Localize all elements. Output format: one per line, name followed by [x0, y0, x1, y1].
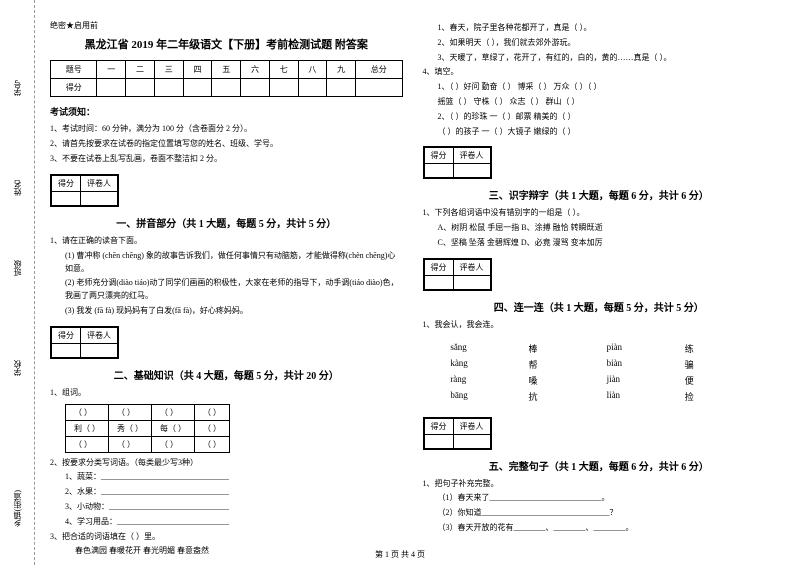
q-item: （1）春天来了____________________________。	[423, 492, 776, 505]
match-row: ràng嗓jiàn便	[443, 374, 756, 387]
q-item: （3）春天开放的花有________、________、________。	[423, 522, 776, 535]
td: 得分	[51, 79, 97, 97]
match-row: bāng抗liàn捡	[443, 390, 756, 403]
box-h: 得分	[52, 176, 81, 192]
box-h: 评卷人	[453, 148, 490, 164]
q-line: (3) 我发 (fā fà) 现妈妈有了白发(fā fà)，好心疼妈妈。	[50, 305, 403, 318]
q-item: 1、蔬菜：________________________________	[50, 471, 403, 484]
notice-item: 3、不要在试卷上乱写乱画，卷面不整洁扣 2 分。	[50, 153, 403, 165]
q-text: 1、我会认，我会连。	[423, 319, 776, 332]
th: 七	[269, 61, 298, 79]
sidebar-label: 乡镇(街道)	[12, 490, 23, 527]
word-table: （ ）（ ）（ ）（ ） 利（ ）秀（ ）每（ ）（ ） （ ）（ ）（ ）（ …	[65, 404, 230, 453]
binding-sidebar: 乡镇(街道) 学校 班级 姓名 学号	[0, 0, 35, 565]
left-column: 绝密★启用前 黑龙江省 2019 年二年级语文【下册】考前检测试题 附答案 题号…	[40, 20, 413, 535]
section-title: 三、识字辩字（共 1 大题，每题 6 分，共计 6 分）	[423, 187, 776, 202]
th: 三	[154, 61, 183, 79]
sidebar-label: 班级	[12, 260, 23, 276]
th: 九	[327, 61, 356, 79]
section-title: 一、拼音部分（共 1 大题，每题 5 分，共计 5 分）	[50, 215, 403, 230]
secret-label: 绝密★启用前	[50, 20, 403, 31]
box-h: 评卷人	[453, 418, 490, 434]
th: 一	[97, 61, 126, 79]
q-item: 3、天暖了，草绿了，花开了，有红的，白的，黄的……真是（ ）。	[423, 52, 776, 65]
box-h: 评卷人	[81, 327, 118, 343]
page-content: 绝密★启用前 黑龙江省 2019 年二年级语文【下册】考前检测试题 附答案 题号…	[0, 0, 800, 540]
score-box: 得分评卷人	[50, 174, 119, 207]
th: 六	[241, 61, 270, 79]
box-h: 得分	[424, 259, 453, 275]
q-text: 4、填空。	[423, 66, 776, 79]
q-item: 2、如果明天（ ），我们就去郊外游玩。	[423, 37, 776, 50]
q-line: (2) 老师充分调(diào tiáo)动了同学们画画的积极性，大家在老师的指导…	[50, 277, 403, 303]
th: 题号	[51, 61, 97, 79]
q-text: 3、把合适的词语填在（ ）里。	[50, 531, 403, 544]
q-text: 1、请在正确的读音下面。	[50, 235, 403, 248]
th: 总分	[356, 61, 402, 79]
th: 八	[298, 61, 327, 79]
section-title: 四、连一连（共 1 大题，每题 5 分，共计 5 分）	[423, 299, 776, 314]
notice-item: 1、考试时间：60 分钟，满分为 100 分（含卷面分 2 分）。	[50, 123, 403, 135]
q-line: 2、（ ）的珍珠 一（ ）邮票 精美的（ ）	[423, 111, 776, 124]
box-h: 得分	[424, 148, 453, 164]
page-footer: 第 1 页 共 4 页	[0, 549, 800, 560]
score-box: 得分评卷人	[423, 146, 492, 179]
match-row: sǎng棒piàn练	[443, 342, 756, 355]
th: 五	[212, 61, 241, 79]
q-item: 2、水果：________________________________	[50, 486, 403, 499]
q-item: 3、小动物：______________________________	[50, 501, 403, 514]
exam-title: 黑龙江省 2019 年二年级语文【下册】考前检测试题 附答案	[50, 36, 403, 52]
sidebar-label: 学号	[12, 80, 23, 96]
q-text: 2、按要求分类写词语。（每类最少写3种）	[50, 457, 403, 470]
box-h: 评卷人	[81, 176, 118, 192]
q-opt: C、坚稿 坠落 金碧辉煌 D、必竟 漫骂 变本加厉	[423, 237, 776, 250]
box-h: 得分	[424, 418, 453, 434]
th: 四	[183, 61, 212, 79]
notice-title: 考试须知：	[50, 105, 403, 118]
q-item: 1、春天，院子里各种花都开了，真是（ ）。	[423, 22, 776, 35]
q-opt: A、树阴 松鼠 手屈一指 B、涂搏 融恰 转瞬既逝	[423, 222, 776, 235]
q-item: 4、学习用品：____________________________	[50, 516, 403, 529]
th: 二	[126, 61, 155, 79]
box-h: 得分	[52, 327, 81, 343]
score-box: 得分评卷人	[423, 417, 492, 450]
score-table: 题号 一 二 三 四 五 六 七 八 九 总分 得分	[50, 60, 403, 97]
q-line: (1) 曹冲称 (chēn chēng) 象的故事告诉我们，做任何事情只有动脑筋…	[50, 250, 403, 276]
section-title: 二、基础知识（共 4 大题，每题 5 分，共计 20 分）	[50, 367, 403, 382]
score-box: 得分评卷人	[423, 258, 492, 291]
match-row: kàng帮biàn骗	[443, 358, 756, 371]
q-text: 1、组词。	[50, 387, 403, 400]
box-h: 评卷人	[453, 259, 490, 275]
section-title: 五、完整句子（共 1 大题，每题 6 分，共计 6 分）	[423, 458, 776, 473]
right-column: 1、春天，院子里各种花都开了，真是（ ）。 2、如果明天（ ），我们就去郊外游玩…	[413, 20, 786, 535]
notice-item: 2、请首先按要求在试卷的指定位置填写您的姓名、班级、学号。	[50, 138, 403, 150]
q-text: 1、把句子补充完整。	[423, 478, 776, 491]
sidebar-label: 学校	[12, 360, 23, 376]
q-text: 1、下列各组词语中没有错别字的一组是（ ）。	[423, 207, 776, 220]
q-line: 摇篮（ ） 守株（ ） 众志（ ） 群山（ ）	[423, 96, 776, 109]
score-box: 得分评卷人	[50, 326, 119, 359]
q-item: （2）你知道________________________________？	[423, 507, 776, 520]
sidebar-label: 姓名	[12, 180, 23, 196]
q-line: 1、（ ）好问 勤奋（ ） 博采（ ） 万众（ ）（ ）	[423, 81, 776, 94]
q-line: （ ）的孩子 一（ ）大镜子 嫩绿的（ ）	[423, 126, 776, 139]
